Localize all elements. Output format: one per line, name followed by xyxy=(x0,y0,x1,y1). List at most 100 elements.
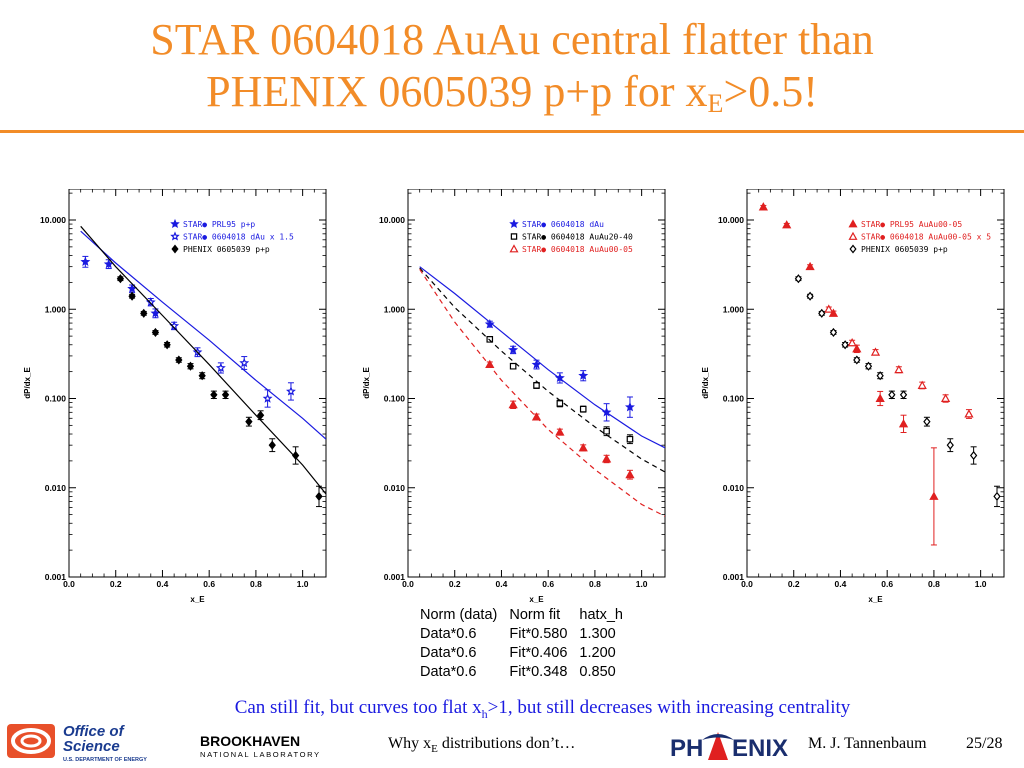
data-point xyxy=(876,371,884,381)
y-tick-label: 1.000 xyxy=(723,304,745,314)
chart-pp-dau: 0.001 0.010 0.100 1.000 10.000 0.0 0.2 0.4 0.6 0.… xyxy=(23,189,327,604)
data-point xyxy=(853,355,861,365)
x-tick-label: 0.2 xyxy=(110,579,122,589)
y-axis-label: dP/dx_E xyxy=(362,367,371,399)
title-line-2-sub: E xyxy=(707,89,724,118)
data-point xyxy=(127,283,138,293)
title-divider xyxy=(0,130,1024,133)
x-tick-label: 1.0 xyxy=(975,579,987,589)
data-point xyxy=(579,405,587,413)
data-point xyxy=(929,491,939,500)
caption-end: >1, but still decreases with increasing … xyxy=(487,697,851,718)
data-point xyxy=(624,401,635,412)
data-point xyxy=(829,327,838,337)
data-point xyxy=(215,362,226,373)
data-point xyxy=(782,220,792,229)
y-tick-label: 0.010 xyxy=(384,483,406,493)
data-point xyxy=(603,427,610,435)
legend-marker xyxy=(171,244,179,254)
data-point xyxy=(841,340,849,350)
x-tick-label: 0.4 xyxy=(157,579,169,589)
legend-marker xyxy=(848,231,858,240)
plot-area xyxy=(419,266,665,517)
x-tick-label: 1.0 xyxy=(297,579,309,589)
norm-cell: Data*0.6 xyxy=(420,645,477,661)
chart-panel-3: 0.001 0.010 0.100 1.000 10.000 0.0 0.2 0.4 0.6 0.… xyxy=(686,189,1016,609)
legend-label: PHENIX 0605039 p+p xyxy=(183,245,270,254)
y-tick-label: 0.100 xyxy=(384,394,406,404)
norm-table-row: Data*0.6 Fit*0.348 0.850 xyxy=(420,663,635,682)
caption-main: Can still fit, but curves too flat x xyxy=(234,697,482,718)
title-line-2-end: >0.5! xyxy=(723,67,818,116)
data-point xyxy=(852,344,862,353)
legend-label: STAR● PRL95 AuAu00-05 xyxy=(861,220,962,229)
data-point xyxy=(484,319,495,329)
data-point xyxy=(116,274,125,284)
data-point xyxy=(818,308,826,318)
x-tick-label: 0.0 xyxy=(741,579,753,589)
bnl-line-2: NATIONAL LABORATORY xyxy=(200,750,321,759)
phenix-logo-left: PH xyxy=(670,735,703,762)
y-tick-label: 0.001 xyxy=(45,572,67,582)
phenix-logo: PH ENIX xyxy=(670,732,788,762)
data-point xyxy=(923,417,931,427)
data-point xyxy=(268,440,276,450)
data-point xyxy=(175,355,183,365)
data-point xyxy=(899,390,908,400)
norm-cell: Data*0.6 xyxy=(420,626,477,642)
y-tick-label: 1.000 xyxy=(384,304,406,314)
chart-panel-1: 0.001 0.010 0.100 1.000 10.000 0.0 0.2 0.4 0.6 0.… xyxy=(8,189,338,609)
title-line-1: STAR 0604018 AuAu central flatter than xyxy=(150,15,874,64)
x-tick-label: 0.8 xyxy=(250,579,262,589)
plot-area xyxy=(758,202,1001,546)
data-point xyxy=(103,259,114,269)
data-point xyxy=(805,261,815,271)
data-point xyxy=(888,390,896,400)
y-axis-label: dP/dx_E xyxy=(23,367,32,399)
footer-center-sub: E xyxy=(431,743,438,756)
data-point xyxy=(993,491,1001,501)
data-point xyxy=(806,291,814,301)
brookhaven-logo: BROOKHAVEN NATIONAL LABORATORY xyxy=(200,733,321,759)
legend-label: STAR● 0604018 dAu xyxy=(522,220,604,229)
data-point xyxy=(758,202,768,211)
doe-office-of-science-logo: Office of Science U.S. DEPARTMENT OF ENE… xyxy=(7,723,147,763)
data-point xyxy=(864,361,873,371)
phenix-bird-icon xyxy=(702,732,734,760)
y-tick-label: 0.010 xyxy=(45,483,67,493)
legend-label: STAR● 0604018 AuAu00-05 x 5 xyxy=(861,233,991,242)
y-tick-label: 10.000 xyxy=(718,215,744,225)
plot-area xyxy=(80,225,326,508)
fit-curve xyxy=(80,225,326,495)
doe-line-3: U.S. DEPARTMENT OF ENERGY xyxy=(63,757,147,763)
data-point xyxy=(285,386,296,396)
norm-cell: 1.200 xyxy=(579,645,616,661)
legend-marker xyxy=(848,219,858,228)
norm-header-hatx: hatx_h xyxy=(579,607,623,623)
data-point xyxy=(186,361,195,371)
data-point xyxy=(508,344,519,355)
norm-header-fit: Norm fit xyxy=(509,607,561,623)
data-point xyxy=(940,393,951,402)
data-point xyxy=(875,393,885,402)
chart-panel-2: 0.001 0.010 0.100 1.000 10.000 0.0 0.2 0.4 0.6 0.… xyxy=(347,189,677,609)
chart-dau-auau: 0.001 0.010 0.100 1.000 10.000 0.0 0.2 0.4 0.6 0.… xyxy=(362,189,666,604)
data-point xyxy=(198,371,206,381)
y-axis-label: dP/dx_E xyxy=(701,367,710,399)
data-point xyxy=(946,440,954,450)
data-point xyxy=(578,370,589,380)
legend-label: STAR● 0604018 AuAu00-05 xyxy=(522,245,633,254)
x-tick-label: 0.2 xyxy=(449,579,461,589)
y-tick-label: 10.000 xyxy=(40,215,66,225)
y-tick-label: 0.100 xyxy=(45,394,67,404)
data-point xyxy=(151,327,160,337)
data-point xyxy=(555,427,565,436)
norm-cell: 1.300 xyxy=(579,626,616,642)
data-point xyxy=(291,450,300,461)
data-point xyxy=(625,469,635,479)
x-axis-label: x_E xyxy=(529,595,544,604)
data-point xyxy=(824,304,834,313)
data-point xyxy=(626,435,634,443)
footer-author: M. J. Tannenbaum xyxy=(808,735,927,752)
y-tick-label: 10.000 xyxy=(379,215,405,225)
